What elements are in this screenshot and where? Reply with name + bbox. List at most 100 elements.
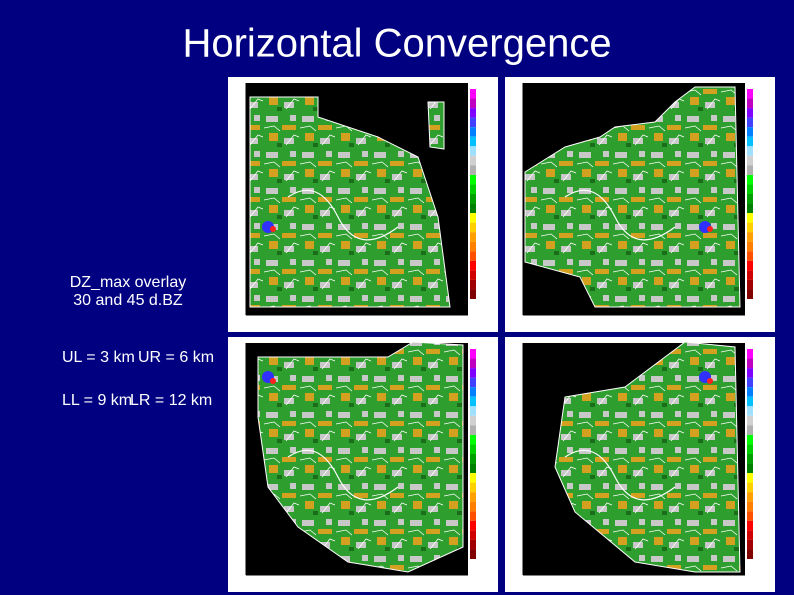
echo-contour <box>287 189 399 241</box>
colorbar-segment <box>747 377 753 388</box>
terrain-outline <box>257 341 464 573</box>
colorbar-segment <box>747 520 753 531</box>
colorbar-segment <box>747 127 753 137</box>
colorbar-segment <box>747 501 753 512</box>
overlay-note: 30 and 45 d.BZ <box>73 292 183 309</box>
colorbar-segment <box>470 387 476 397</box>
colorbar-segment <box>470 520 476 531</box>
colorbar-segment <box>470 349 476 359</box>
colorbar-segment <box>470 368 476 378</box>
colorbar-segment <box>470 530 476 540</box>
colorbar-segment <box>470 406 476 416</box>
colorbar-segment <box>470 270 476 280</box>
colorbar-segment <box>470 165 476 175</box>
colorbar-segment <box>470 501 476 512</box>
panel-level: UR = 6 km <box>138 349 214 366</box>
terrain-outline <box>427 101 445 150</box>
echo-core <box>707 378 713 384</box>
colorbar-segment <box>747 213 753 223</box>
colorbar-segment <box>747 251 753 261</box>
colorbar-segment <box>747 482 753 493</box>
colorbar-segment <box>470 155 476 166</box>
colorbar-segment <box>470 492 476 502</box>
colorbar-segment <box>747 241 753 252</box>
colorbar-segment <box>470 194 476 204</box>
colorbar-segment <box>470 279 476 290</box>
colorbar-segment <box>747 136 753 147</box>
colorbar-segment <box>747 146 753 156</box>
colorbar-segment <box>747 194 753 204</box>
colorbar-segment <box>747 108 753 118</box>
radar-panel <box>505 337 775 592</box>
terrain-field <box>555 342 740 572</box>
terrain-field <box>525 87 740 307</box>
colorbar-segment <box>470 549 476 559</box>
colorbar-segment <box>747 454 753 464</box>
colorbar-segment <box>470 358 476 369</box>
panel-level: LL = 9 km <box>62 392 132 409</box>
colorbar-segment <box>470 434 476 445</box>
terrain-field <box>258 342 463 572</box>
colorbar-segment <box>470 444 476 454</box>
terrain-outline <box>554 341 741 573</box>
echo-contour <box>564 449 676 501</box>
colorbar-segment <box>470 289 476 299</box>
colorbar-segment <box>747 415 753 426</box>
colorbar-segment <box>747 89 753 99</box>
colorbar-segment <box>747 368 753 378</box>
colorbar-segment <box>747 203 753 214</box>
colorbar-segment <box>470 415 476 426</box>
colorbar-segment <box>470 108 476 118</box>
colorbar-segment <box>747 270 753 280</box>
colorbar-segment <box>470 184 476 194</box>
colorbar-segment <box>470 117 476 128</box>
colorbar-segment <box>470 454 476 464</box>
colorbar-segment <box>470 425 476 435</box>
panel-level: UL = 3 km <box>62 349 135 366</box>
radar-panel <box>228 77 498 332</box>
slide-title: Horizontal Convergence <box>182 22 611 66</box>
colorbar-segment <box>747 222 753 233</box>
terrain-field <box>250 97 450 307</box>
radar-panel <box>228 337 498 592</box>
colorbar-segment <box>747 444 753 454</box>
colorbar-segment <box>470 241 476 252</box>
colorbar-segment <box>747 473 753 483</box>
colorbar-segment <box>747 539 753 550</box>
colorbar-segment <box>470 136 476 147</box>
colorbar-segment <box>470 511 476 521</box>
colorbar-segment <box>470 377 476 388</box>
colorbar-segment <box>747 184 753 194</box>
colorbar-segment <box>747 232 753 242</box>
colorbar-segment <box>470 203 476 214</box>
colorbar-segment <box>470 251 476 261</box>
colorbar-segment <box>747 396 753 407</box>
radar-panel <box>505 77 775 332</box>
echo-core <box>270 378 276 384</box>
colorbar-segment <box>470 127 476 137</box>
colorbar-segment <box>747 425 753 435</box>
colorbar-segment <box>470 232 476 242</box>
echo-contour <box>564 189 676 241</box>
colorbar-segment <box>470 146 476 156</box>
colorbar-segment <box>470 98 476 109</box>
colorbar-segment <box>747 279 753 290</box>
colorbar-segment <box>747 349 753 359</box>
colorbar-segment <box>470 473 476 483</box>
colorbar-segment <box>470 213 476 223</box>
colorbar-segment <box>747 289 753 299</box>
colorbar-segment <box>470 222 476 233</box>
overlay-note: DZ_max overlay <box>70 274 186 291</box>
echo-core <box>707 226 713 232</box>
echo-core <box>270 226 276 232</box>
colorbar-segment <box>470 89 476 99</box>
panel-level: LR = 12 km <box>130 392 212 409</box>
colorbar-segment <box>470 539 476 550</box>
colorbar-segment <box>747 387 753 397</box>
colorbar-segment <box>747 117 753 128</box>
colorbar-segment <box>747 463 753 474</box>
colorbar-segment <box>747 549 753 559</box>
colorbar-segment <box>470 174 476 185</box>
colorbar-segment <box>747 492 753 502</box>
colorbar-segment <box>747 530 753 540</box>
